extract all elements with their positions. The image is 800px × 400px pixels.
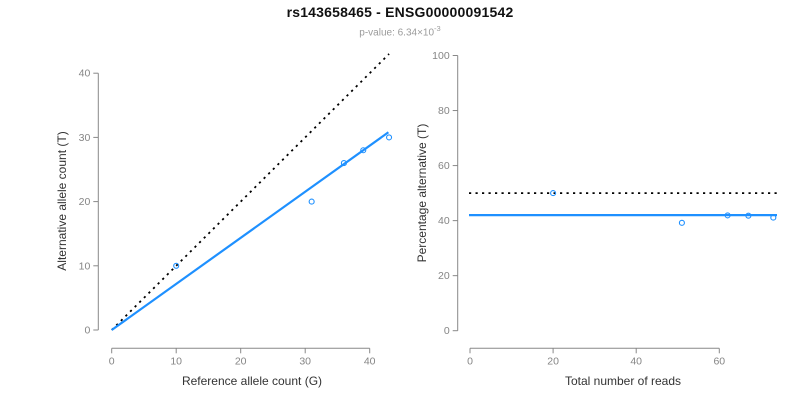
- x-tick-label: 0: [109, 355, 115, 367]
- y-tick-label: 20: [438, 270, 450, 282]
- y-tick-label: 10: [79, 260, 91, 272]
- data-point: [385, 134, 393, 141]
- data-point: [173, 262, 180, 269]
- x-tick-label: 30: [299, 355, 311, 367]
- y-axis-label: Percentage alternative (T): [415, 124, 429, 263]
- y-tick-label: 0: [84, 325, 90, 337]
- data-point: [360, 147, 367, 154]
- y-tick-label: 100: [432, 50, 450, 62]
- y-axis-label: Alternative allele count (T): [55, 131, 69, 270]
- y-tick-label: 40: [438, 215, 450, 227]
- y-tick-label: 80: [438, 105, 450, 117]
- x-axis-label: Reference allele count (G): [182, 374, 322, 388]
- p-value-exponent: -3: [434, 24, 441, 33]
- y-tick-label: 60: [438, 160, 450, 172]
- data-point: [550, 190, 557, 197]
- y-tick-label: 20: [79, 196, 91, 208]
- fit-line: [111, 131, 390, 331]
- y-tick-label: 30: [79, 132, 91, 144]
- data-point: [724, 212, 731, 219]
- x-tick-label: 0: [467, 355, 473, 367]
- data-point: [678, 219, 685, 226]
- figure-subtitle: p-value: 6.34×10-3: [0, 24, 800, 38]
- x-tick-label: 20: [547, 355, 559, 367]
- x-tick-label: 60: [713, 355, 725, 367]
- data-point: [340, 160, 347, 167]
- data-point: [770, 214, 777, 221]
- x-axis-label: Total number of reads: [565, 374, 681, 388]
- x-tick-label: 20: [235, 355, 247, 367]
- identity-line: [111, 53, 390, 331]
- p-value-text: p-value: 6.34×10: [359, 27, 435, 39]
- y-tick-label: 40: [79, 68, 91, 80]
- x-tick-label: 40: [364, 355, 376, 367]
- x-tick-label: 40: [630, 355, 642, 367]
- data-point: [308, 198, 315, 205]
- figure-title: rs143658465 - ENSG00000091542: [286, 4, 514, 20]
- y-tick-label: 0: [444, 325, 450, 337]
- data-point: [745, 212, 752, 219]
- x-tick-label: 10: [170, 355, 182, 367]
